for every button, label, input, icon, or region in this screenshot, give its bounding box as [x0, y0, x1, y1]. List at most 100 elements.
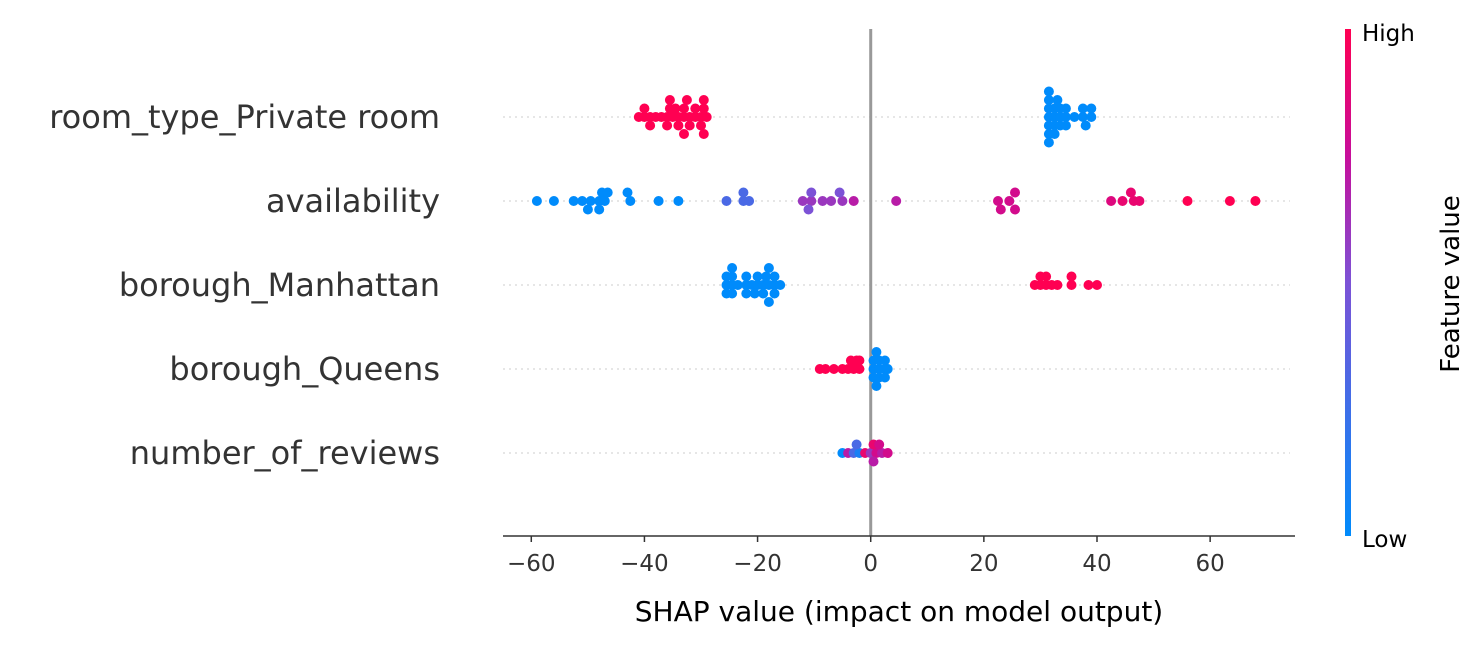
- shap-point: [826, 196, 837, 206]
- shap-point: [775, 280, 786, 290]
- shap-point: [1043, 95, 1054, 105]
- shap-point: [1052, 95, 1063, 105]
- shap-point: [891, 196, 902, 206]
- shap-point: [531, 196, 542, 206]
- shap-point: [582, 204, 593, 215]
- shap-point: [848, 196, 859, 206]
- shap-point: [727, 263, 738, 273]
- shap-point: [854, 355, 865, 366]
- shap-point: [727, 271, 738, 282]
- shap-point: [828, 364, 839, 374]
- shap-point: [1125, 187, 1136, 198]
- shap-point: [761, 271, 772, 282]
- shap-point: [639, 103, 650, 114]
- shap-point: [1069, 112, 1080, 122]
- shap-point: [1106, 196, 1117, 206]
- feature-label: room_type_Private room: [49, 98, 440, 136]
- shap-point: [577, 196, 588, 206]
- shap-point: [1049, 129, 1060, 139]
- x-tick-label: 40: [1082, 551, 1111, 577]
- shap-point: [763, 297, 774, 307]
- shap-point: [1117, 196, 1128, 206]
- shap-point: [698, 95, 709, 105]
- shap-point: [797, 196, 808, 206]
- shap-point: [882, 364, 893, 374]
- shap-point: [763, 263, 774, 273]
- shap-point: [679, 129, 689, 139]
- shap-point: [871, 381, 882, 391]
- colorbar-high-label: High: [1362, 21, 1415, 47]
- feature-labels: room_type_Private room availability boroug…: [49, 98, 440, 472]
- shap-point: [594, 204, 605, 215]
- shap-point: [995, 204, 1006, 215]
- shap-point: [1066, 280, 1077, 290]
- shap-point: [769, 271, 780, 282]
- shap-point: [585, 196, 596, 206]
- shap-point: [653, 196, 664, 206]
- shap-point: [664, 95, 675, 105]
- shap-point: [820, 364, 831, 374]
- shap-point: [662, 120, 673, 131]
- shap-point: [721, 196, 732, 206]
- shap-point: [1004, 196, 1015, 206]
- shap-point: [679, 103, 689, 114]
- shap-point: [871, 347, 882, 357]
- shap-point: [1224, 196, 1235, 206]
- shap-point: [673, 120, 684, 131]
- x-tick-label: −60: [507, 551, 556, 577]
- shap-point: [1043, 137, 1054, 148]
- shap-point: [1182, 196, 1193, 206]
- shap-point: [727, 288, 738, 299]
- shap-point: [670, 103, 681, 114]
- shap-point: [1066, 271, 1077, 282]
- data-points: [531, 86, 1261, 467]
- colorbar: [1345, 29, 1351, 536]
- shap-point: [758, 288, 769, 299]
- shap-point: [1060, 103, 1071, 114]
- shap-point: [1086, 112, 1097, 122]
- shap-point: [1077, 103, 1088, 114]
- shap-point: [1086, 103, 1097, 114]
- x-tick-label: −40: [620, 551, 669, 577]
- shap-point: [1052, 280, 1063, 290]
- feature-label: borough_Manhattan: [119, 266, 440, 304]
- shap-point: [868, 456, 879, 467]
- shap-point: [548, 196, 559, 206]
- shap-point: [690, 103, 701, 114]
- shap-point: [741, 288, 752, 299]
- shap-point: [1134, 196, 1145, 206]
- shap-point: [698, 103, 709, 114]
- shap-point: [851, 439, 862, 450]
- shap-point: [684, 120, 695, 131]
- feature-label: borough_Queens: [169, 350, 440, 388]
- shap-point: [1080, 120, 1091, 131]
- shap-point: [879, 355, 890, 366]
- shap-point: [1077, 112, 1088, 122]
- x-tick-label: 60: [1196, 551, 1225, 577]
- x-axis-ticks: −60 −40 −20 0 20 40 60: [507, 536, 1225, 577]
- shap-point: [834, 187, 845, 198]
- shap-point: [879, 372, 890, 383]
- x-tick-label: 20: [969, 551, 998, 577]
- shap-point: [1043, 86, 1054, 97]
- shap-point: [741, 271, 752, 282]
- x-tick-label: 0: [863, 551, 878, 577]
- shap-point: [837, 196, 848, 206]
- shap-point: [602, 187, 613, 198]
- feature-label: availability: [266, 182, 440, 220]
- shap-point: [874, 439, 885, 450]
- feature-label: number_of_reviews: [130, 434, 440, 472]
- colorbar-title: Feature value: [1436, 195, 1466, 373]
- shap-point: [1041, 271, 1052, 282]
- shap-point: [625, 196, 636, 206]
- shap-point: [732, 280, 743, 290]
- shap-point: [806, 187, 817, 198]
- shap-point: [1060, 112, 1071, 122]
- shap-point: [1250, 196, 1261, 206]
- shap-point: [803, 204, 814, 215]
- shap-point: [752, 271, 763, 282]
- shap-point: [698, 129, 709, 139]
- shap-point: [854, 364, 865, 374]
